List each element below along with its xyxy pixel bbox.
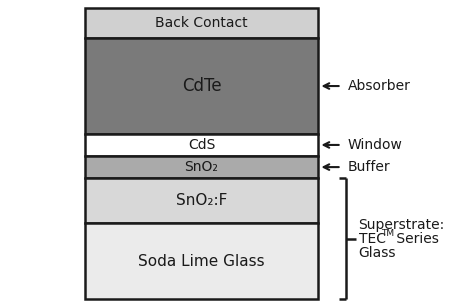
- Text: TEC: TEC: [358, 232, 385, 246]
- Text: CdTe: CdTe: [182, 77, 221, 95]
- Text: TM: TM: [381, 229, 394, 238]
- Text: Superstrate:: Superstrate:: [358, 218, 445, 232]
- Bar: [85, 156, 318, 178]
- Bar: [85, 38, 318, 134]
- Bar: [85, 223, 318, 299]
- Text: Window: Window: [347, 138, 402, 152]
- Bar: [85, 134, 318, 156]
- Bar: [85, 178, 318, 223]
- Text: Absorber: Absorber: [347, 79, 410, 93]
- Bar: [85, 8, 318, 38]
- Text: SnO₂:F: SnO₂:F: [176, 193, 227, 208]
- Text: Series: Series: [392, 232, 438, 246]
- Text: CdS: CdS: [188, 138, 215, 152]
- Text: Soda Lime Glass: Soda Lime Glass: [138, 254, 265, 269]
- Text: Back Contact: Back Contact: [155, 16, 248, 30]
- Text: SnO₂: SnO₂: [184, 160, 219, 174]
- Text: Buffer: Buffer: [347, 160, 390, 174]
- Text: Glass: Glass: [358, 246, 396, 260]
